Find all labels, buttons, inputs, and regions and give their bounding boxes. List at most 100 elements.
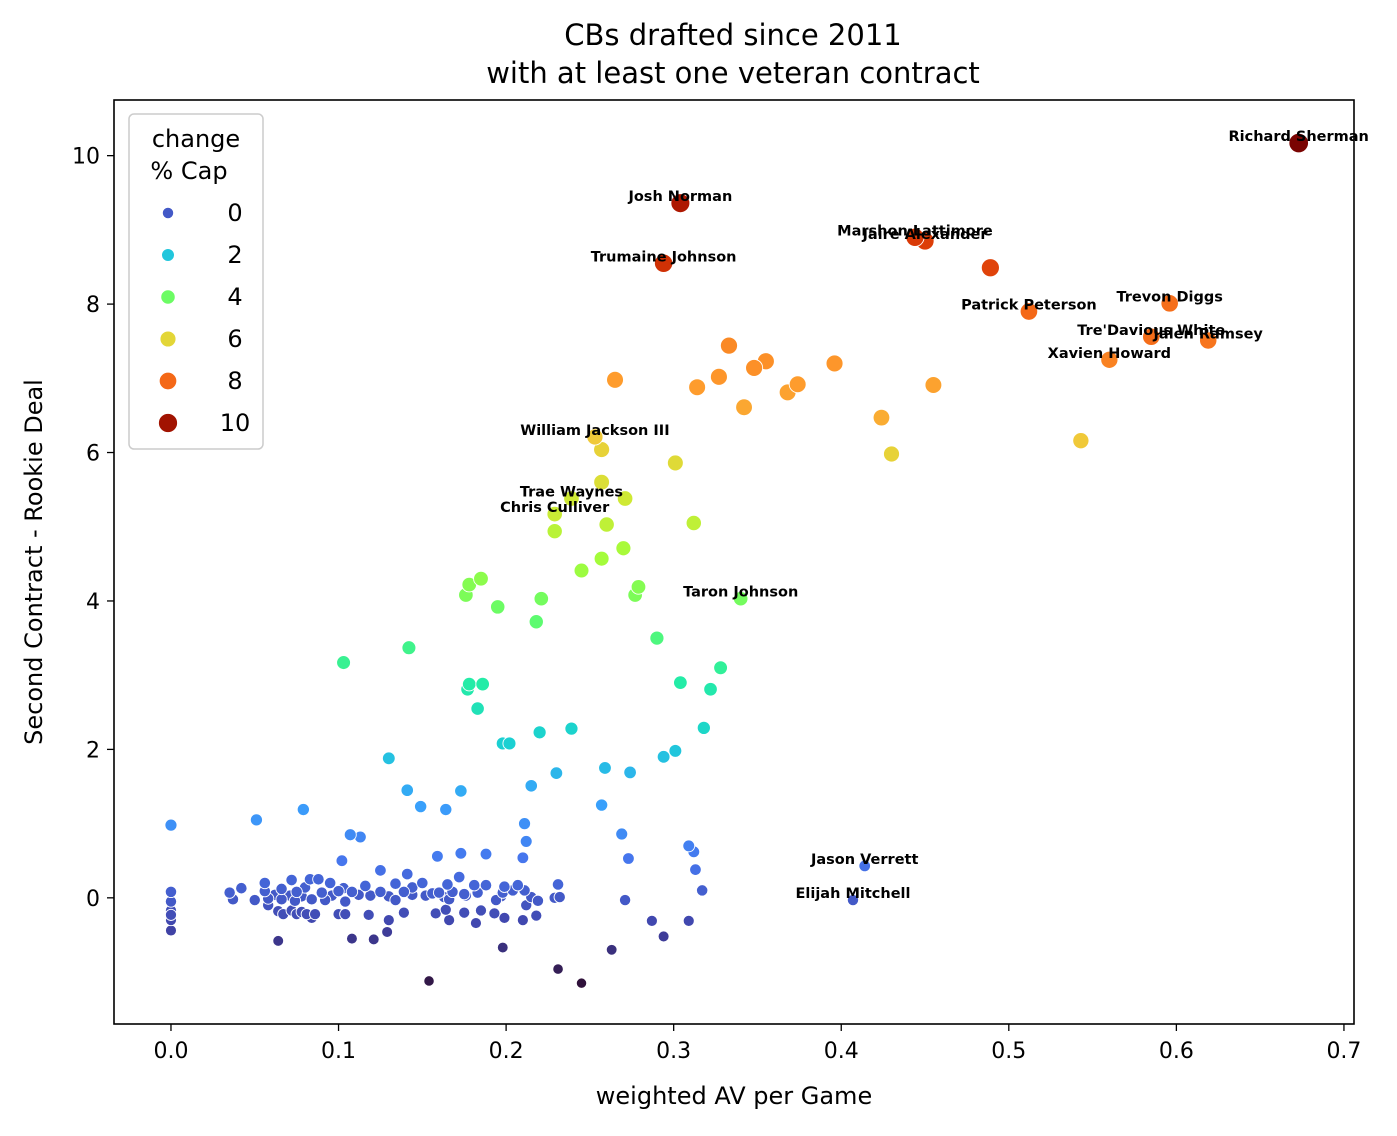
data-point [429,907,442,920]
data-point [552,963,564,975]
legend-marker [161,248,175,262]
data-point [924,376,943,394]
data-point [713,660,728,676]
point-annotation: Marshon Lattimore [837,223,993,239]
data-point [656,749,671,764]
data-point [290,885,303,899]
legend-label: 10 [220,409,251,437]
legend-label: 8 [227,367,242,395]
data-point [431,849,444,863]
data-point [615,827,629,841]
data-point [165,924,177,937]
data-point [454,784,468,798]
data-point [688,378,707,397]
data-point [458,906,471,919]
point-annotation: Jalen Ramsey [1153,326,1264,342]
data-point [475,676,490,692]
data-point [533,591,550,607]
data-point [335,854,349,868]
point-annotation: Jason Verrett [810,852,918,868]
point-annotation: William Jackson III [520,423,669,439]
x-tick-label: 0.6 [1159,1039,1194,1064]
data-point [441,878,454,891]
y-tick-label: 10 [72,145,100,170]
point-annotation: Chris Culliver [500,500,610,516]
data-point [332,884,345,898]
legend-label: 6 [227,325,242,353]
chart-title-line-1: CBs drafted since 2011 [564,18,901,52]
data-point [553,890,566,904]
x-tick-label: 0.1 [321,1039,356,1064]
data-point [249,813,263,827]
legend-label: 0 [227,199,242,227]
x-tick-label: 0.0 [153,1039,188,1064]
point-annotation: Elijah Mitchell [795,886,910,902]
data-point [825,354,844,373]
data-point [668,743,683,758]
data-point [605,943,618,956]
data-point [258,876,272,890]
legend-marker [157,412,179,434]
data-point [615,540,632,557]
data-point [381,926,394,938]
data-point [980,258,1000,278]
data-point [164,885,178,899]
data-point [1142,327,1161,346]
data-point [272,934,285,947]
data-point [275,882,288,896]
data-point [473,570,489,587]
data-point [401,640,417,656]
data-point [323,876,337,890]
data-point [696,884,709,897]
data-point [285,873,298,887]
data-point [524,779,538,793]
point-annotation: Trevon Diggs [1116,289,1222,305]
data-point [546,523,563,540]
data-point [657,930,670,943]
data-point [439,802,453,817]
data-point [439,903,452,916]
data-point [502,736,517,751]
data-point [432,886,446,899]
data-point [735,398,753,417]
data-point [1072,432,1090,450]
data-point [346,932,358,945]
chart-title-line-2: with at least one veteran contract [486,56,980,90]
data-point [336,655,351,670]
data-point [296,802,310,817]
data-point [474,904,488,917]
data-point [454,846,468,860]
legend-label: 2 [227,241,242,269]
data-point [490,599,506,615]
data-point [788,375,807,394]
data-point [518,817,532,831]
data-point [309,908,322,921]
data-point [531,894,545,907]
data-point [275,893,288,906]
data-point [1100,350,1119,369]
data-point [653,253,674,273]
point-annotation: Trumaine Johnson [591,249,737,265]
data-point [479,847,493,861]
data-point [488,907,501,920]
data-point [345,885,359,899]
data-point [312,873,325,886]
data-point [164,908,178,921]
data-point [1288,132,1309,154]
data-point [423,975,435,987]
data-point [498,880,511,893]
x-tick-label: 0.5 [991,1039,1026,1064]
data-point [670,193,691,214]
data-point [479,879,493,892]
data-point [443,914,456,927]
data-point [1019,302,1039,321]
data-point [164,818,178,832]
point-annotation: Patrick Peterson [961,298,1097,314]
data-point [732,591,749,607]
point-annotation: Josh Norman [627,189,732,205]
data-point [618,893,632,907]
legend: change % Cap 0 2 4 6 8 10 [128,113,264,450]
data-point [339,895,352,908]
